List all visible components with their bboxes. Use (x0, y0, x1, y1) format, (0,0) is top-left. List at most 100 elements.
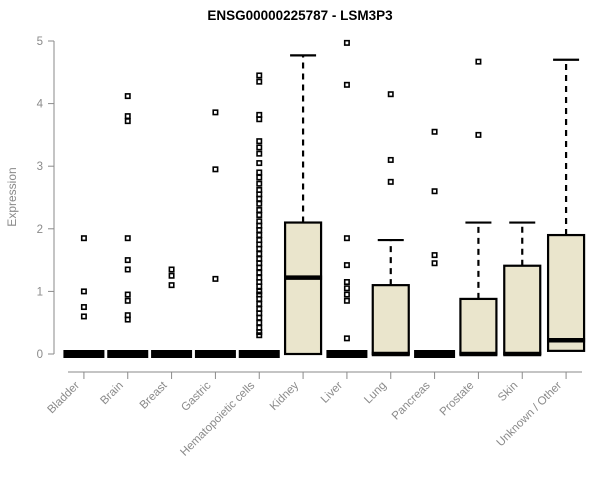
outlier-point (124, 113, 131, 120)
outlier-point (80, 313, 87, 320)
outlier-point (256, 300, 263, 307)
outlier-point (343, 262, 350, 269)
outlier-point (256, 195, 263, 202)
outlier-point (256, 72, 263, 79)
outlier-point (256, 174, 263, 181)
outlier-point (212, 109, 219, 116)
box-flat (151, 350, 193, 358)
box-flat (326, 350, 368, 358)
box-group (414, 128, 456, 358)
outlier-point (256, 144, 263, 151)
outlier-point (431, 252, 438, 259)
box-flat (414, 350, 456, 358)
box-group (503, 221, 542, 357)
outlier-point (124, 118, 131, 125)
outlier-point (256, 250, 263, 257)
x-tick-label: Skin (496, 380, 520, 404)
outlier-point (256, 200, 263, 207)
outlier-point (343, 291, 350, 298)
outlier-point (124, 266, 131, 273)
box-group (194, 109, 236, 358)
outlier-point (343, 297, 350, 304)
outlier-point (256, 295, 263, 302)
x-tick-label: Hematopoietic cells (178, 379, 257, 458)
outlier-point (168, 266, 175, 273)
outlier-point (256, 283, 263, 290)
y-tick-label: 2 (37, 224, 43, 236)
outlier-point (431, 260, 438, 267)
outlier-point (256, 78, 263, 85)
outlier-point (256, 160, 263, 167)
outlier-point (212, 166, 219, 173)
outlier-point (256, 150, 263, 157)
box-flat (107, 350, 149, 358)
y-tick-label: 5 (37, 36, 43, 48)
x-tick-label: Lung (362, 380, 389, 407)
x-tick-label: Gastric (179, 379, 213, 413)
box-flat (63, 350, 105, 358)
y-tick-label: 3 (37, 161, 43, 173)
x-tick-label: Prostate (438, 380, 477, 419)
box-group (63, 235, 105, 358)
box-group (371, 91, 410, 357)
x-tick-label: Kidney (268, 379, 302, 413)
outlier-point (124, 316, 131, 323)
y-tick-label: 4 (37, 99, 44, 111)
outlier-point (80, 304, 87, 311)
outlier-point (343, 39, 350, 46)
outlier-point (431, 188, 438, 195)
box-group (459, 58, 498, 357)
box-flat (194, 350, 236, 358)
outlier-point (80, 235, 87, 242)
outlier-point (387, 178, 394, 185)
outlier-point (256, 212, 263, 219)
outlier-point (256, 207, 263, 214)
outlier-point (343, 335, 350, 342)
box-body (283, 221, 323, 356)
box-group (283, 54, 323, 356)
x-tick-label: Liver (319, 380, 345, 406)
outlier-point (387, 156, 394, 163)
outlier-point (256, 116, 263, 123)
x-tick-label: Pancreas (390, 379, 433, 422)
outlier-point (256, 169, 263, 176)
chart-title: ENSG00000225787 - LSM3P3 (207, 8, 393, 23)
box-series (63, 39, 586, 358)
outlier-point (256, 232, 263, 239)
box-body (459, 297, 498, 356)
outlier-point (256, 319, 263, 326)
outlier-point (343, 235, 350, 242)
y-tick-label: 0 (37, 349, 43, 361)
outlier-point (256, 332, 263, 339)
outlier-point (343, 279, 350, 286)
box-group (107, 93, 149, 358)
box-group (546, 58, 586, 352)
x-tick-label: Breast (138, 379, 171, 412)
outlier-point (124, 93, 131, 100)
box-body (371, 284, 410, 356)
outlier-point (256, 227, 263, 234)
y-axis-label: Expression (5, 167, 19, 226)
outlier-point (343, 285, 350, 292)
y-tick-label: 1 (37, 286, 43, 298)
outlier-point (343, 81, 350, 88)
outlier-point (475, 131, 482, 138)
x-tick-label: Bladder (46, 380, 83, 417)
outlier-point (212, 275, 219, 282)
outlier-point (475, 58, 482, 65)
outlier-point (256, 138, 263, 145)
outlier-point (124, 291, 131, 298)
outlier-point (256, 180, 263, 187)
outlier-point (124, 297, 131, 304)
outlier-point (256, 314, 263, 321)
outlier-point (256, 329, 263, 336)
outlier-point (256, 245, 263, 252)
outlier-point (168, 272, 175, 279)
outlier-point (80, 288, 87, 295)
y-axis: 0 1 2 3 4 5 (37, 36, 55, 361)
box-flat (238, 350, 280, 358)
box-group (238, 72, 280, 358)
